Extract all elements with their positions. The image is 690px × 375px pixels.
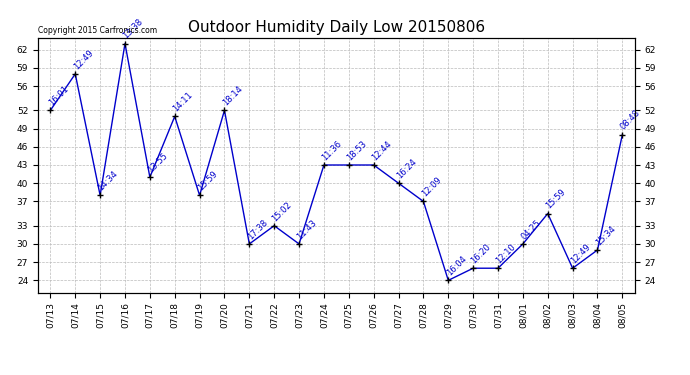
Text: 13:55: 13:55 (146, 151, 170, 174)
Text: 12:09: 12:09 (420, 176, 443, 199)
Text: 15:34: 15:34 (594, 224, 617, 247)
Text: 16:04: 16:04 (444, 254, 468, 278)
Text: 11:36: 11:36 (320, 139, 344, 162)
Text: 12:49: 12:49 (72, 48, 95, 71)
Text: 08:48: 08:48 (619, 108, 642, 132)
Text: 18:14: 18:14 (221, 84, 244, 108)
Text: 13:38: 13:38 (121, 17, 145, 41)
Text: 15:59: 15:59 (544, 188, 567, 211)
Text: 15:59: 15:59 (196, 170, 219, 193)
Text: Humidity  (%): Humidity (%) (566, 23, 648, 33)
Text: 17:38: 17:38 (246, 218, 269, 241)
Text: 18:53: 18:53 (345, 139, 368, 162)
Title: Outdoor Humidity Daily Low 20150806: Outdoor Humidity Daily Low 20150806 (188, 20, 485, 35)
Text: 14:11: 14:11 (171, 90, 195, 114)
Text: Copyright 2015 Carfronics.com: Copyright 2015 Carfronics.com (38, 26, 157, 35)
Text: 16:24: 16:24 (395, 157, 418, 180)
Text: 14:34: 14:34 (97, 170, 120, 193)
Text: 16:20: 16:20 (470, 242, 493, 266)
Text: 12:49: 12:49 (569, 242, 592, 266)
Text: 16:01: 16:01 (47, 84, 70, 108)
Text: 12:10: 12:10 (495, 242, 518, 266)
Text: 15:02: 15:02 (270, 200, 294, 223)
Text: 11:43: 11:43 (295, 218, 319, 241)
Text: 04:25: 04:25 (520, 218, 542, 241)
Text: 12:44: 12:44 (370, 139, 393, 162)
